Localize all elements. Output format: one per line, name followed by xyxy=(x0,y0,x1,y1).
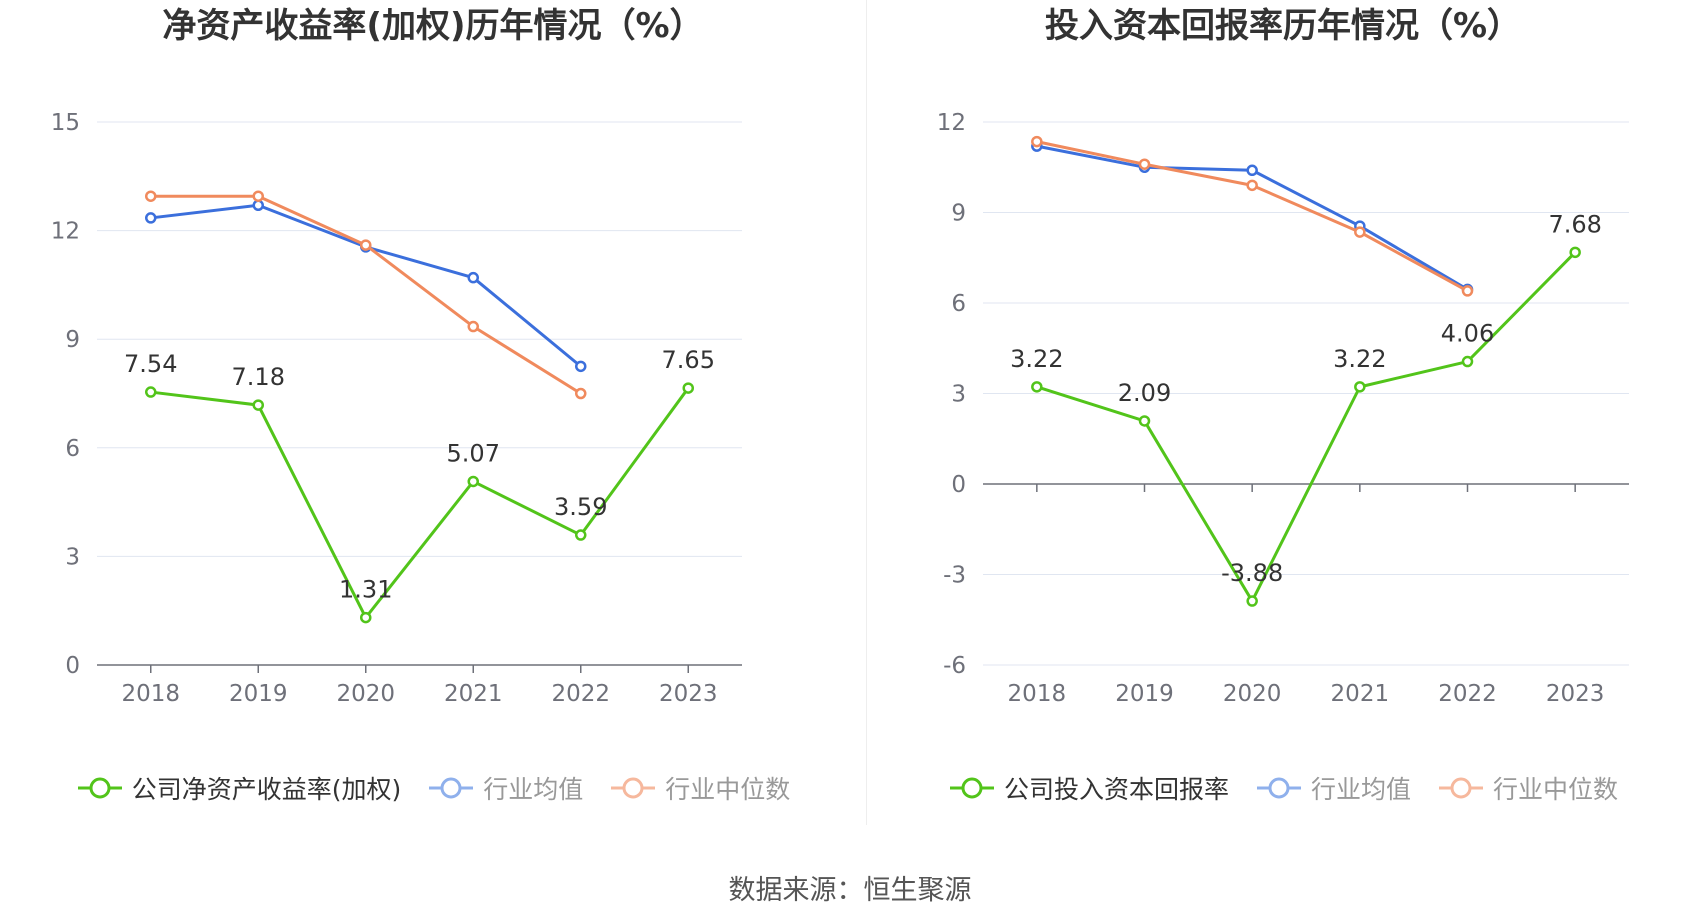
data-label: 7.18 xyxy=(232,363,285,391)
data-point[interactable] xyxy=(252,199,264,212)
x-tick-label: 2021 xyxy=(444,681,503,707)
y-tick-label: 0 xyxy=(65,653,80,679)
x-tick-label: 2019 xyxy=(1115,681,1174,707)
data-point[interactable] xyxy=(575,387,587,400)
data-point[interactable] xyxy=(1246,179,1258,192)
x-tick-label: 2020 xyxy=(1223,681,1282,707)
x-tick-label: 2021 xyxy=(1331,681,1390,707)
data-point[interactable] xyxy=(252,190,264,202)
legend-line-icon xyxy=(1439,777,1483,799)
data-label: -3.88 xyxy=(1221,559,1283,587)
x-tick-label: 2018 xyxy=(121,681,180,707)
y-tick-label: 6 xyxy=(951,291,966,317)
legend-item[interactable]: 行业中位数 xyxy=(1437,770,1618,806)
series-line-0 xyxy=(150,387,690,620)
series-line-2 xyxy=(150,194,582,395)
roic-chart-title: 投入资本回报率历年情况（%） xyxy=(1044,6,1522,46)
data-label: 7.54 xyxy=(124,350,177,378)
legend-label: 公司投入资本回报率 xyxy=(1003,775,1229,804)
roic-chart-panel: 投入资本回报率历年情况（%） -6 -3 0 3 6 9 12 2018 2019 2020 202… xyxy=(866,0,1700,820)
data-point[interactable] xyxy=(1354,381,1366,393)
legend-line-icon xyxy=(77,777,122,799)
data-label: 4.06 xyxy=(1441,320,1494,348)
legend-label: 公司净资产收益率(加权) xyxy=(131,775,402,804)
y-tick-label: 9 xyxy=(951,201,966,227)
data-point[interactable] xyxy=(145,212,157,224)
roe-chart-title: 净资产收益率(加权)历年情况（%） xyxy=(162,6,704,46)
data-point[interactable] xyxy=(467,271,479,284)
data-point[interactable] xyxy=(1138,415,1151,427)
roic-chart-legend: 公司投入资本回报率 行业均值 行业中位数 xyxy=(866,770,1700,806)
y-tick-label: 3 xyxy=(65,544,80,570)
series-line-0 xyxy=(1036,251,1577,603)
x-tick-label: 2022 xyxy=(1438,681,1497,707)
data-point[interactable] xyxy=(1461,285,1474,297)
x-tick-label: 2019 xyxy=(229,681,288,707)
series-line-2 xyxy=(1036,140,1469,293)
data-point[interactable] xyxy=(467,320,479,333)
data-point[interactable] xyxy=(1031,381,1043,393)
legend-line-icon xyxy=(949,777,994,799)
data-point[interactable] xyxy=(682,382,694,394)
y-tick-label: 15 xyxy=(51,110,80,136)
legend-line-icon xyxy=(429,777,474,799)
data-label: 7.68 xyxy=(1548,210,1601,238)
legend-label: 行业均值 xyxy=(483,775,584,804)
data-point[interactable] xyxy=(1354,226,1366,238)
legend-item[interactable]: 行业均值 xyxy=(427,770,583,806)
series-line-1 xyxy=(150,203,582,368)
y-tick-label: 3 xyxy=(951,382,966,408)
y-tick-label: -3 xyxy=(943,563,966,589)
data-point[interactable] xyxy=(467,475,479,488)
y-tick-label: 12 xyxy=(937,110,966,136)
data-point[interactable] xyxy=(1138,158,1151,170)
roe-line-chart: 0 3 6 9 12 15 2018 2019 2020 2021 2022 2023 7.54 7.18… xyxy=(51,110,742,707)
y-tick-label: 9 xyxy=(65,327,80,353)
data-label: 3.22 xyxy=(1333,345,1386,373)
data-point[interactable] xyxy=(360,611,372,624)
y-tick-label: 0 xyxy=(951,472,966,498)
data-label: 3.59 xyxy=(554,493,607,521)
data-point[interactable] xyxy=(1246,595,1258,607)
x-tick-label: 2022 xyxy=(551,681,610,707)
data-point[interactable] xyxy=(252,399,264,411)
x-tick-label: 2020 xyxy=(336,681,395,707)
data-label: 2.09 xyxy=(1118,379,1171,407)
data-label: 5.07 xyxy=(447,439,500,467)
data-point[interactable] xyxy=(1246,164,1258,177)
data-point[interactable] xyxy=(575,529,587,541)
data-point[interactable] xyxy=(1569,246,1581,259)
y-tick-label: 6 xyxy=(65,436,80,462)
legend-item[interactable]: 行业均值 xyxy=(1255,770,1411,806)
legend-item[interactable]: 公司净资产收益率(加权) xyxy=(76,770,402,806)
data-point[interactable] xyxy=(575,360,587,373)
roe-chart-panel: 净资产收益率(加权)历年情况（%） 0 3 6 9 12 15 2018 2019 2020 20… xyxy=(0,0,866,820)
legend-label: 行业中位数 xyxy=(665,775,791,804)
x-tick-label: 2023 xyxy=(659,681,718,707)
roe-chart-legend: 公司净资产收益率(加权) 行业均值 行业中位数 xyxy=(0,770,866,806)
data-point[interactable] xyxy=(1031,135,1043,148)
data-point[interactable] xyxy=(145,386,157,398)
data-label: 1.31 xyxy=(339,576,392,604)
data-label: 3.22 xyxy=(1010,345,1063,373)
panel-divider xyxy=(866,0,867,825)
x-tick-label: 2023 xyxy=(1546,681,1605,707)
legend-line-icon xyxy=(611,777,656,799)
data-point[interactable] xyxy=(360,239,372,251)
legend-line-icon xyxy=(1256,777,1301,799)
legend-label: 行业均值 xyxy=(1310,775,1411,804)
legend-item[interactable]: 行业中位数 xyxy=(609,770,790,806)
legend-item[interactable]: 公司投入资本回报率 xyxy=(948,770,1229,806)
x-tick-label: 2018 xyxy=(1008,681,1067,707)
roic-line-chart: -6 -3 0 3 6 9 12 2018 2019 2020 2021 2022 2023 3.22 2.… xyxy=(937,110,1629,707)
y-tick-label: 12 xyxy=(51,219,80,245)
data-point[interactable] xyxy=(1461,355,1474,368)
data-label: 7.65 xyxy=(662,346,715,374)
legend-label: 行业中位数 xyxy=(1493,775,1619,804)
data-point[interactable] xyxy=(145,190,157,202)
data-source-note: 数据来源：恒生聚源 xyxy=(728,875,972,906)
y-tick-label: -6 xyxy=(943,653,966,679)
